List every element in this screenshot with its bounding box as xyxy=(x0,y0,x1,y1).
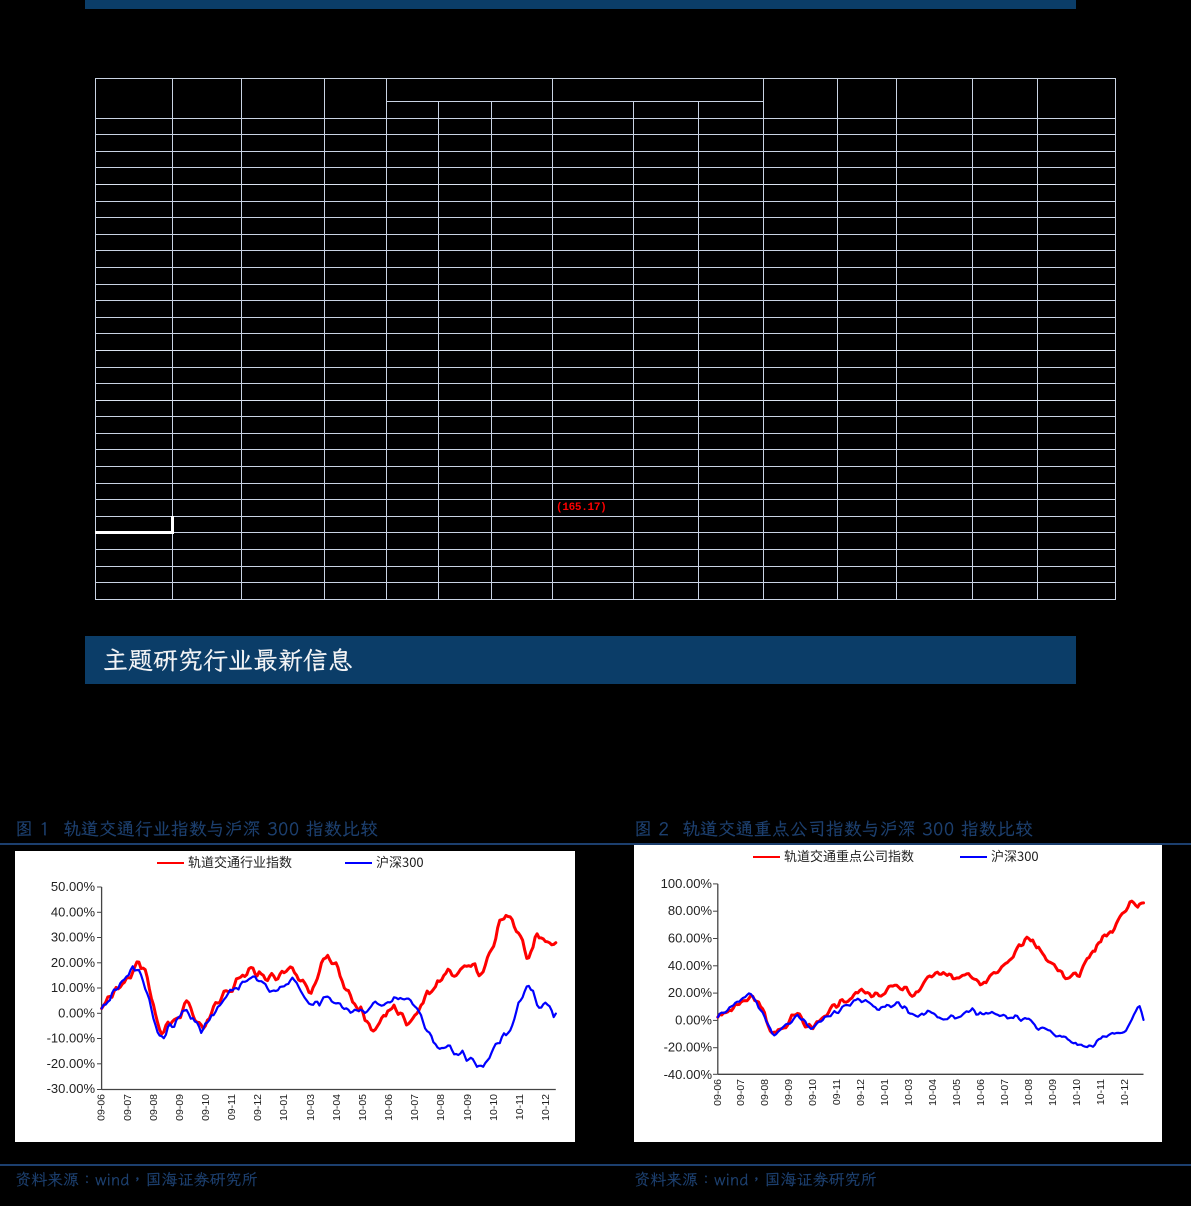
svg-text:-20.00%: -20.00% xyxy=(47,1056,96,1071)
svg-text:-30.00%: -30.00% xyxy=(47,1081,96,1096)
svg-text:09-09: 09-09 xyxy=(174,1094,186,1121)
svg-text:10-12: 10-12 xyxy=(540,1094,552,1121)
svg-text:09-11: 09-11 xyxy=(226,1094,238,1120)
svg-text:10-07: 10-07 xyxy=(999,1079,1011,1106)
svg-text:100.00%: 100.00% xyxy=(661,876,713,891)
svg-text:10-08: 10-08 xyxy=(435,1094,447,1121)
svg-text:10-06: 10-06 xyxy=(975,1079,987,1106)
svg-text:10-03: 10-03 xyxy=(903,1079,915,1106)
svg-text:09-12: 09-12 xyxy=(252,1094,264,1121)
svg-text:09-06: 09-06 xyxy=(712,1079,724,1106)
svg-text:09-10: 09-10 xyxy=(200,1094,212,1121)
svg-text:40.00%: 40.00% xyxy=(668,958,713,973)
svg-text:20.00%: 20.00% xyxy=(668,985,713,1000)
svg-text:轨道交通重点公司指数: 轨道交通重点公司指数 xyxy=(784,846,914,865)
svg-text:10-09: 10-09 xyxy=(1047,1079,1059,1106)
svg-text:10-04: 10-04 xyxy=(927,1079,939,1106)
svg-text:0.00%: 0.00% xyxy=(58,1005,95,1020)
svg-text:10-06: 10-06 xyxy=(383,1094,395,1121)
svg-text:沪深300: 沪深300 xyxy=(991,846,1039,865)
svg-text:-20.00%: -20.00% xyxy=(664,1040,713,1055)
svg-text:10-05: 10-05 xyxy=(357,1094,369,1121)
svg-text:10-10: 10-10 xyxy=(1071,1079,1083,1106)
svg-text:50.00%: 50.00% xyxy=(51,879,96,894)
svg-text:09-11: 09-11 xyxy=(831,1079,843,1105)
svg-text:10-09: 10-09 xyxy=(462,1094,474,1121)
svg-text:09-10: 09-10 xyxy=(807,1079,819,1106)
svg-text:09-12: 09-12 xyxy=(855,1079,867,1106)
svg-text:10-11: 10-11 xyxy=(514,1094,526,1120)
svg-text:10-08: 10-08 xyxy=(1023,1079,1035,1106)
svg-text:轨道交通行业指数: 轨道交通行业指数 xyxy=(188,852,292,871)
svg-text:10-04: 10-04 xyxy=(331,1094,343,1121)
svg-text:-40.00%: -40.00% xyxy=(664,1067,713,1082)
svg-text:09-08: 09-08 xyxy=(148,1094,160,1121)
svg-text:沪深300: 沪深300 xyxy=(376,852,424,871)
svg-text:0.00%: 0.00% xyxy=(675,1012,712,1027)
svg-text:80.00%: 80.00% xyxy=(668,903,713,918)
svg-text:20.00%: 20.00% xyxy=(51,955,96,970)
svg-text:09-08: 09-08 xyxy=(759,1079,771,1106)
svg-text:40.00%: 40.00% xyxy=(51,904,96,919)
svg-text:10-05: 10-05 xyxy=(951,1079,963,1106)
svg-text:10-07: 10-07 xyxy=(409,1094,421,1121)
svg-text:60.00%: 60.00% xyxy=(668,931,713,946)
svg-text:-10.00%: -10.00% xyxy=(47,1031,96,1046)
svg-text:09-09: 09-09 xyxy=(783,1079,795,1106)
svg-text:10-11: 10-11 xyxy=(1095,1079,1107,1105)
svg-text:10-12: 10-12 xyxy=(1119,1079,1131,1106)
svg-text:09-07: 09-07 xyxy=(735,1079,747,1106)
svg-text:10-10: 10-10 xyxy=(488,1094,500,1121)
svg-text:10-01: 10-01 xyxy=(879,1079,891,1106)
svg-text:10.00%: 10.00% xyxy=(51,980,96,995)
svg-text:09-06: 09-06 xyxy=(96,1094,108,1121)
svg-text:10-01: 10-01 xyxy=(278,1094,290,1121)
svg-text:09-07: 09-07 xyxy=(122,1094,134,1121)
svg-text:10-03: 10-03 xyxy=(305,1094,317,1121)
svg-text:30.00%: 30.00% xyxy=(51,930,96,945)
